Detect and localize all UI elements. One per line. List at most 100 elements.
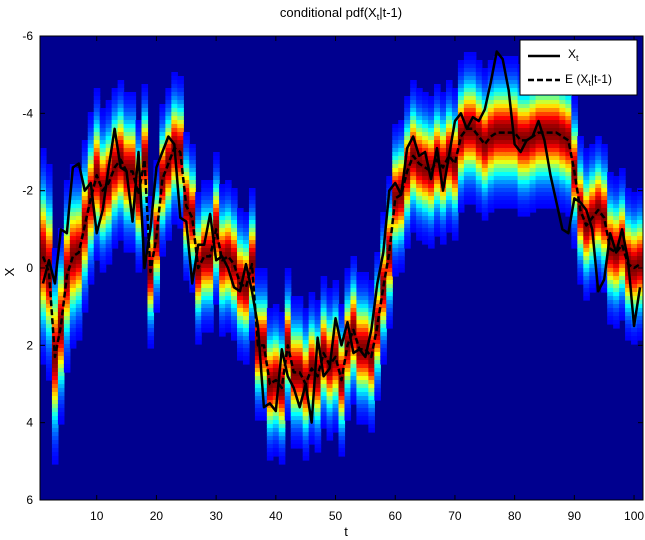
heatmap-cell bbox=[374, 332, 381, 337]
heatmap-cell bbox=[272, 332, 280, 337]
heatmap-cell bbox=[475, 100, 483, 105]
heatmap-cell bbox=[625, 304, 632, 309]
heatmap-cell bbox=[231, 248, 238, 253]
heatmap-cell bbox=[45, 212, 53, 217]
heatmap-cell bbox=[505, 192, 513, 197]
heatmap-cell bbox=[159, 164, 166, 169]
heatmap-cell bbox=[308, 392, 316, 397]
heatmap-cell bbox=[517, 152, 525, 157]
heatmap-cell bbox=[219, 212, 226, 217]
heatmap-cell bbox=[57, 348, 65, 353]
heatmap-cell bbox=[237, 352, 244, 357]
heatmap-cell bbox=[260, 332, 268, 337]
heatmap-cell bbox=[571, 240, 578, 245]
heatmap-cell bbox=[314, 332, 322, 337]
heatmap-cell bbox=[320, 328, 328, 333]
heatmap-cell bbox=[350, 352, 358, 357]
heatmap-cell bbox=[189, 288, 196, 293]
heatmap-cell bbox=[613, 228, 620, 233]
heatmap-cell bbox=[278, 404, 286, 409]
heatmap-cell bbox=[165, 152, 172, 157]
heatmap-cell bbox=[445, 212, 453, 217]
heatmap-cell bbox=[219, 192, 226, 197]
heatmap-cell bbox=[326, 296, 334, 301]
heatmap-cell bbox=[266, 316, 274, 321]
heatmap-cell bbox=[511, 156, 519, 161]
heatmap-cell bbox=[171, 192, 178, 197]
heatmap-cell bbox=[242, 252, 250, 257]
heatmap-cell bbox=[254, 356, 262, 361]
heatmap-cell bbox=[290, 396, 298, 401]
heatmap-cell bbox=[517, 104, 525, 109]
heatmap-cell bbox=[284, 408, 292, 413]
heatmap-cell bbox=[404, 160, 411, 165]
heatmap-cell bbox=[69, 324, 77, 329]
heatmap-cell bbox=[445, 128, 453, 133]
heatmap-cell bbox=[457, 68, 465, 73]
heatmap-cell bbox=[577, 192, 584, 197]
heatmap-cell bbox=[589, 156, 596, 161]
heatmap-cell bbox=[129, 240, 137, 245]
heatmap-cell bbox=[111, 160, 119, 165]
heatmap-cell bbox=[326, 324, 334, 329]
heatmap-cell bbox=[410, 216, 417, 221]
heatmap-cell bbox=[129, 144, 137, 149]
heatmap-cell bbox=[207, 260, 214, 265]
heatmap-cell bbox=[541, 184, 549, 189]
heatmap-cell bbox=[266, 320, 274, 325]
heatmap-cell bbox=[266, 308, 274, 313]
heatmap-cell bbox=[308, 440, 316, 445]
heatmap-cell bbox=[410, 112, 417, 117]
heatmap-cell bbox=[487, 208, 495, 213]
heatmap-cell bbox=[475, 164, 483, 169]
heatmap-cell bbox=[434, 88, 441, 93]
heatmap-cell bbox=[123, 232, 131, 237]
heatmap-cell bbox=[398, 236, 405, 241]
heatmap-cell bbox=[278, 408, 286, 413]
heatmap-cell bbox=[410, 172, 417, 177]
heatmap-cell bbox=[105, 148, 113, 153]
heatmap-cell bbox=[171, 96, 178, 101]
heatmap-cell bbox=[177, 180, 184, 185]
heatmap-cell bbox=[87, 232, 95, 237]
heatmap-cell bbox=[129, 128, 137, 133]
heatmap-cell bbox=[177, 168, 184, 173]
heatmap-cell bbox=[434, 208, 441, 213]
heatmap-cell bbox=[589, 168, 596, 173]
y-tick-label: 4 bbox=[26, 416, 33, 430]
heatmap-cell bbox=[392, 208, 399, 213]
heatmap-cell bbox=[254, 388, 262, 393]
heatmap-cell bbox=[147, 204, 155, 209]
heatmap-cell bbox=[422, 124, 429, 129]
heatmap-cell bbox=[63, 312, 71, 317]
heatmap-cell bbox=[69, 188, 77, 193]
heatmap-cell bbox=[541, 172, 549, 177]
heatmap-cell bbox=[386, 220, 393, 225]
heatmap-cell bbox=[57, 260, 65, 265]
heatmap-cell bbox=[326, 400, 334, 405]
heatmap-cell bbox=[613, 256, 620, 261]
heatmap-cell bbox=[326, 392, 334, 397]
heatmap-cell bbox=[607, 300, 614, 305]
heatmap-cell bbox=[57, 296, 65, 301]
heatmap-cell bbox=[314, 436, 322, 441]
heatmap-cell bbox=[529, 124, 537, 129]
heatmap-cell bbox=[386, 208, 393, 213]
heatmap-cell bbox=[40, 240, 47, 245]
heatmap-cell bbox=[410, 124, 417, 129]
heatmap-cell bbox=[123, 124, 131, 129]
heatmap-cell bbox=[69, 332, 77, 337]
heatmap-cell bbox=[404, 124, 411, 129]
heatmap-cell bbox=[505, 188, 513, 193]
heatmap-cell bbox=[469, 84, 477, 89]
heatmap-cell bbox=[487, 136, 495, 141]
heatmap-cell bbox=[571, 224, 578, 229]
heatmap-cell bbox=[613, 272, 620, 277]
heatmap-cell bbox=[416, 140, 423, 145]
heatmap-cell bbox=[475, 124, 483, 129]
heatmap-cell bbox=[153, 240, 161, 245]
heatmap-cell bbox=[583, 284, 590, 289]
heatmap-cell bbox=[237, 320, 244, 325]
heatmap-cell bbox=[165, 148, 172, 153]
heatmap-cell bbox=[260, 320, 268, 325]
